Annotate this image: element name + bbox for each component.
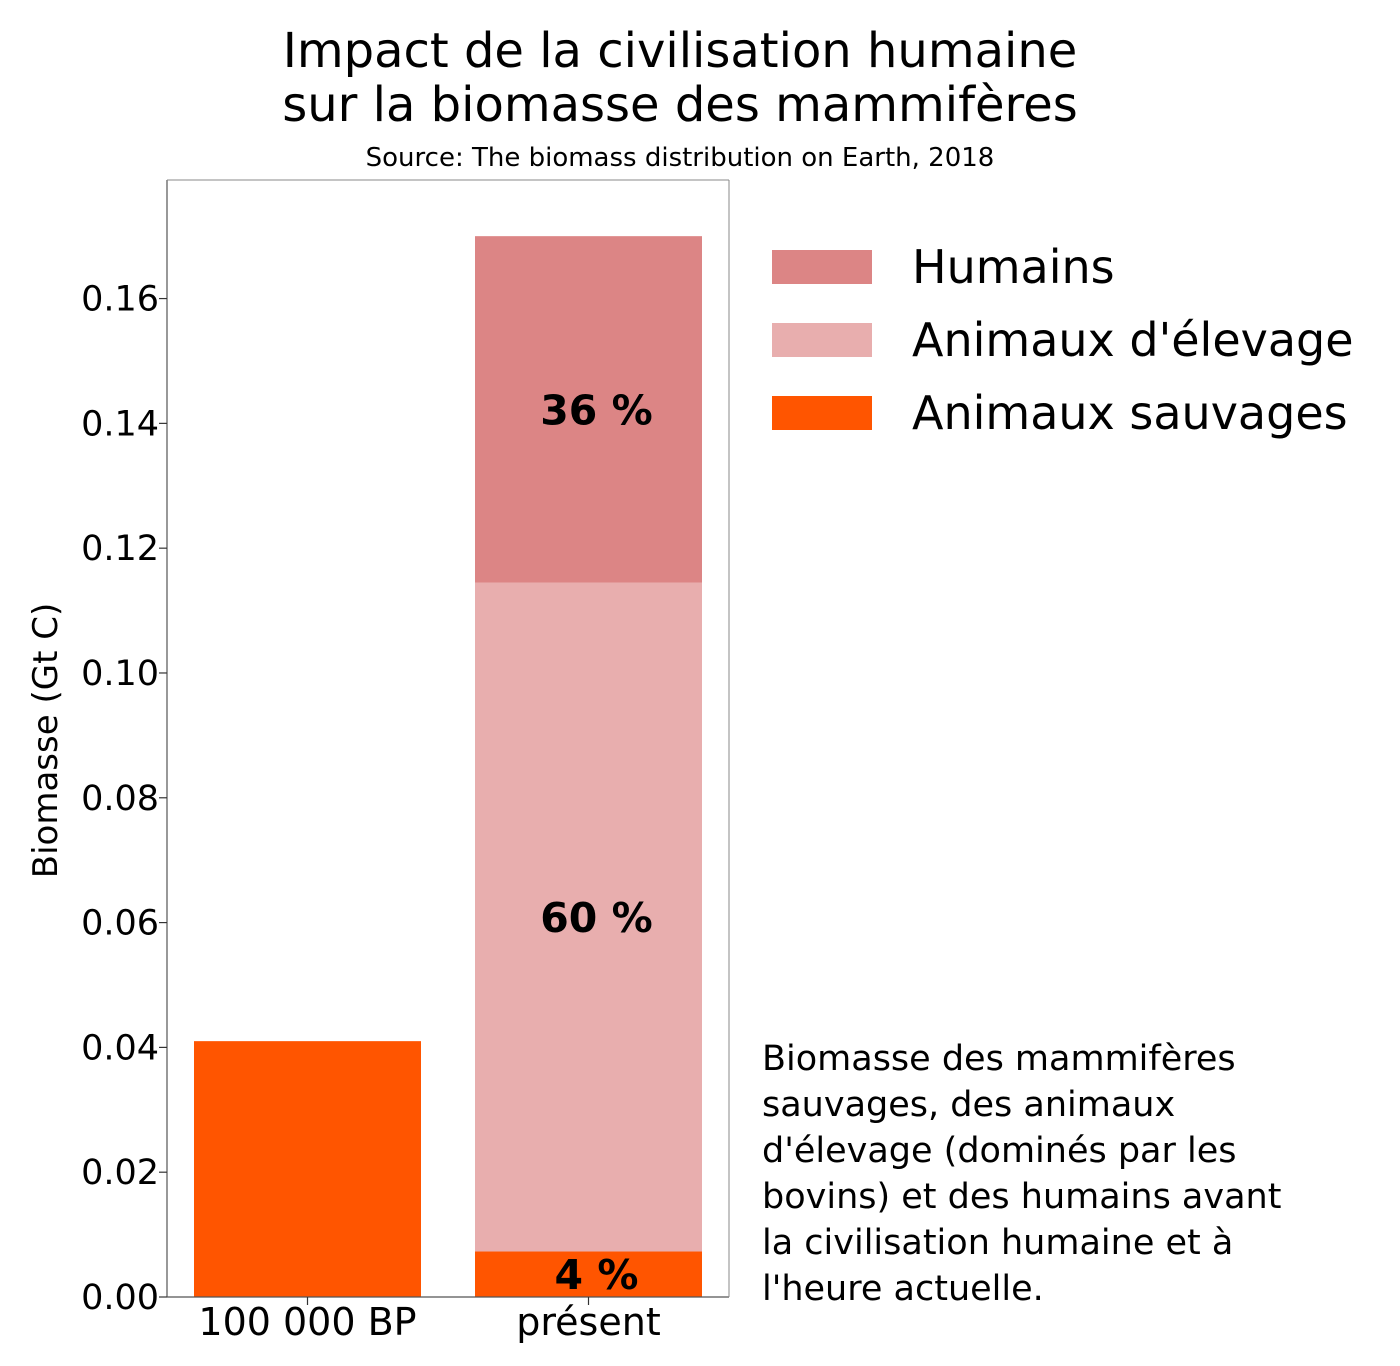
y-tick-label: 0.12 [81, 529, 159, 569]
bar-humains-1 [475, 236, 702, 583]
y-axis-label: Biomasse (Gt C) [26, 603, 66, 878]
legend-label: Animaux sauvages [912, 385, 1348, 440]
x-tick-label: présent [516, 1300, 660, 1344]
legend-label: Humains [912, 239, 1115, 294]
chart-title: Impact de la civilisation humaine sur la… [140, 24, 1220, 132]
data-label: 36 % [540, 386, 652, 434]
data-label: 4 % [555, 1251, 639, 1299]
y-tick-label: 0.04 [81, 1028, 159, 1068]
y-tick-label: 0.10 [81, 654, 159, 694]
x-tick-label: 100 000 BP [198, 1300, 416, 1344]
chart-caption: Biomasse des mammifères sauvages, des an… [762, 1039, 1282, 1309]
chart-title-line-2: sur la biomasse des mammifères [282, 77, 1078, 133]
legend-swatch [772, 395, 872, 430]
legend-swatch [772, 322, 872, 357]
legend-item: Humains [772, 230, 1354, 303]
chart-subtitle: Source: The biomass distribution on Eart… [365, 143, 995, 173]
y-tick-label: 0.02 [81, 1153, 159, 1193]
data-label: 60 % [540, 894, 652, 942]
y-tick-label: 0.16 [81, 280, 159, 320]
bar-animaux-d-levage-1 [475, 582, 702, 1252]
bar-animaux-sauvages-0 [194, 1041, 421, 1297]
y-tick-label: 0.00 [81, 1278, 159, 1318]
bar-animaux-sauvages-1 [475, 1251, 702, 1297]
legend-item: Animaux sauvages [772, 376, 1354, 449]
chart-title-line-1: Impact de la civilisation humaine [282, 23, 1078, 79]
legend-item: Animaux d'élevage [772, 303, 1354, 376]
legend-label: Animaux d'élevage [912, 312, 1354, 367]
y-tick-label: 0.06 [81, 904, 159, 944]
chart-legend: Humains Animaux d'élevage Animaux sauvages [772, 230, 1354, 449]
y-tick-label: 0.08 [81, 779, 159, 819]
y-tick-label: 0.14 [81, 404, 159, 444]
legend-swatch [772, 249, 872, 284]
